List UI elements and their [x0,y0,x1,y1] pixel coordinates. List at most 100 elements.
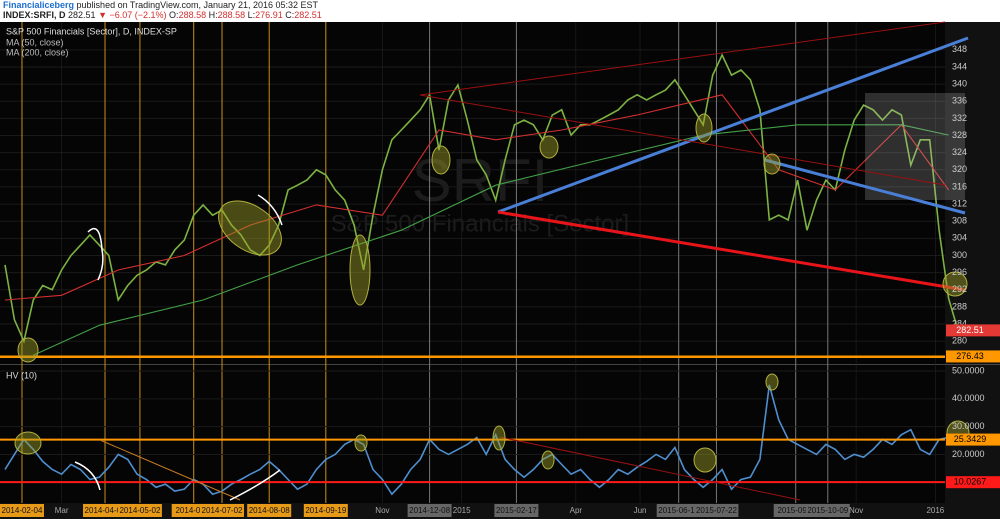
level-label: 276.43 [956,351,984,361]
symbol: INDEX:SRFI, D [3,10,66,20]
level-marker [946,350,1000,363]
label-layer: 280 284 288 292 296 300 304 308 312 316 320 324 328 3… [0,26,1000,517]
y-tick-label: 340 [952,78,967,88]
y-tick-label: 288 [952,301,967,311]
x-tick-label: Apr [570,506,583,515]
x-tick-box [117,504,162,517]
channel-line [419,94,946,186]
channel-line [99,439,241,501]
header: Financialiceberg published on TradingVie… [0,0,1000,22]
series-line [33,124,949,356]
y-tick-label: 348 [952,44,967,54]
highlight [218,200,282,256]
level-label: 10.0267 [954,477,987,487]
y-tick-label: 312 [952,198,967,208]
x-tick-box [200,504,245,517]
highlight [17,337,39,363]
channel-line [419,21,946,96]
y-tick-label: 344 [952,61,967,71]
ohlc: 288.58 [178,10,207,20]
series-line [4,384,959,496]
sketch-curve [87,227,104,281]
x-tick-label: Jun [634,506,647,515]
x-tick-label: Mar [55,506,69,515]
change: ▼ −6.07 (−2.1%) [98,10,167,20]
y-tick-label: 296 [952,267,967,277]
y-tick-label: 332 [952,113,967,123]
y-tick-label: 316 [952,181,967,191]
highlight [765,373,779,391]
highlight [942,271,968,297]
y-tick-label: 308 [952,216,967,226]
y-tick-label: 304 [952,233,967,243]
ohlc-label: O: [169,10,179,20]
y-tick-label: 40.0000 [952,393,985,403]
last: 282.51 [68,10,96,20]
header-line: INDEX:SRFI, D 282.51 ▼ −6.07 (−2.1%) O:2… [0,10,1000,20]
ohlc-label: C: [285,10,295,20]
x-tick-label: 2014-02-04 [2,506,43,515]
level-label: 25.3429 [954,434,987,444]
sketch-curve [74,461,101,491]
ohlc: 288.58 [217,10,246,20]
sketch-curve [229,469,281,501]
level-marker [946,433,1000,446]
series-line [4,94,950,301]
ohlc: 282.51 [294,10,322,20]
published: published on TradingView.com, January 21… [76,0,319,10]
x-tick-label: 2015-10-09 [807,506,848,515]
panel-title: HV (10) [6,370,37,380]
sketch-curve [257,194,283,226]
y-tick-label: 20.0000 [952,449,985,459]
x-tick-box [656,504,701,517]
highlight [695,113,713,143]
x-tick-box [694,504,739,517]
x-tick-label: 2014-08-08 [249,506,290,515]
highlight [492,425,506,451]
level-marker [946,476,1000,489]
highlight [541,450,555,470]
author[interactable]: Financialiceberg [3,0,75,10]
highlight [763,153,781,175]
x-tick-box [83,504,128,517]
y-tick-label: 336 [952,96,967,106]
ohlc-label: L: [247,10,256,20]
x-tick-box [0,504,44,517]
y-tick-label: 300 [952,250,967,260]
annotations [0,21,970,501]
trend-line [497,36,969,214]
highlight [354,434,368,452]
x-tick-box [407,504,452,517]
x-tick-label: 2014-06-1 [175,506,212,515]
x-tick-label: 2015-09-1 [777,506,814,515]
y-tick-label: 280 [952,336,967,346]
y-tick-label: 284 [952,318,967,328]
x-tick-label: Nov [849,506,863,515]
y-tick-label: 320 [952,164,967,174]
channel-line [499,436,801,501]
x-tick-label: 2014-07-02 [202,506,243,515]
trend-line [764,158,966,215]
highlight [349,234,371,306]
highlight [693,447,717,473]
legend-entry: MA (200, close) [6,47,69,57]
x-tick-box [494,504,539,517]
x-tick-box [247,504,292,517]
x-tick-label: 2015-02-17 [496,506,537,515]
highlight [14,431,42,455]
x-tick-label: 2015-07-22 [696,506,737,515]
x-tick-box [805,504,850,517]
ohlc: 276.91 [255,10,283,20]
x-tick-label: 2016 [926,506,944,515]
x-tick-label: 2015 [453,506,471,515]
x-tick-label: 2014-05-02 [119,506,160,515]
x-tick-label: 2014-04-03 [85,506,126,515]
highlight [431,145,451,175]
ohlc-label: H: [208,10,218,20]
x-tick-label: 2014-09-19 [305,506,346,515]
y-tick-label: 324 [952,147,967,157]
x-tick-label: 2014-12-08 [409,506,450,515]
y-tick-label: 30.0000 [952,421,985,431]
